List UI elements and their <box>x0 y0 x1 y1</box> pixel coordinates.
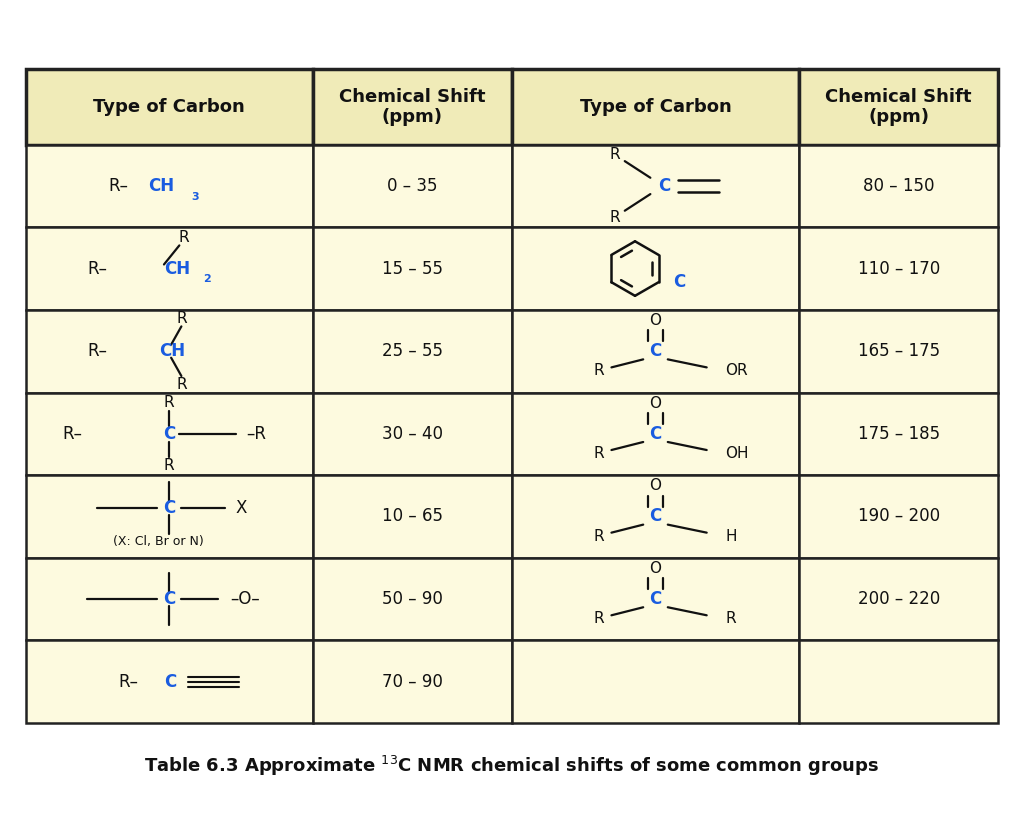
Bar <box>799 69 998 145</box>
Bar <box>312 310 512 392</box>
Bar <box>799 145 998 227</box>
Text: R–: R– <box>88 260 108 278</box>
Text: 3: 3 <box>191 192 200 202</box>
Bar <box>26 475 312 558</box>
Text: Chemical Shift
(ppm): Chemical Shift (ppm) <box>339 87 485 127</box>
Bar <box>312 227 512 310</box>
Text: C: C <box>163 499 175 517</box>
Bar <box>512 310 799 392</box>
Text: 110 – 170: 110 – 170 <box>857 260 940 278</box>
Text: 10 – 65: 10 – 65 <box>382 507 442 525</box>
Text: 2: 2 <box>203 275 211 284</box>
Text: R: R <box>164 458 174 472</box>
Text: 25 – 55: 25 – 55 <box>382 342 442 360</box>
Text: C: C <box>164 672 176 690</box>
Text: R: R <box>178 230 188 245</box>
Text: OR: OR <box>725 364 748 378</box>
Text: 0 – 35: 0 – 35 <box>387 177 437 195</box>
Bar <box>312 392 512 475</box>
Bar <box>512 558 799 641</box>
Bar <box>799 475 998 558</box>
Bar <box>799 227 998 310</box>
Bar <box>26 392 312 475</box>
Text: C: C <box>649 590 662 608</box>
Text: –O–: –O– <box>230 590 260 608</box>
Text: C: C <box>163 425 175 443</box>
Text: O: O <box>649 478 662 493</box>
Text: C: C <box>649 342 662 360</box>
Text: Chemical Shift
(ppm): Chemical Shift (ppm) <box>825 87 972 127</box>
Text: R: R <box>609 210 620 225</box>
Text: R: R <box>164 395 174 410</box>
Text: O: O <box>649 561 662 576</box>
Text: C: C <box>163 590 175 608</box>
Bar <box>512 69 799 145</box>
Bar <box>512 641 799 723</box>
Text: R: R <box>176 310 186 326</box>
Text: R–: R– <box>109 177 128 195</box>
Text: R: R <box>725 611 736 627</box>
Text: R–: R– <box>62 425 82 443</box>
Bar <box>799 310 998 392</box>
Bar <box>512 145 799 227</box>
Text: Type of Carbon: Type of Carbon <box>93 98 245 116</box>
Text: O: O <box>649 395 662 411</box>
Text: R: R <box>594 529 604 543</box>
Bar <box>312 475 512 558</box>
Bar <box>799 392 998 475</box>
Text: C: C <box>649 425 662 443</box>
Bar <box>312 69 512 145</box>
Text: R: R <box>594 446 604 461</box>
Text: R–: R– <box>88 342 108 360</box>
Text: O: O <box>649 313 662 328</box>
Bar <box>312 558 512 641</box>
Bar <box>26 641 312 723</box>
Text: R–: R– <box>119 672 138 690</box>
Text: 165 – 175: 165 – 175 <box>858 342 940 360</box>
Text: R: R <box>594 611 604 627</box>
Text: C: C <box>658 177 671 195</box>
Bar <box>26 310 312 392</box>
Text: Table 6.3 Approximate $^{13}$C NMR chemical shifts of some common groups: Table 6.3 Approximate $^{13}$C NMR chemi… <box>144 754 880 779</box>
Bar <box>26 227 312 310</box>
Text: C: C <box>649 507 662 525</box>
Bar <box>312 641 512 723</box>
Bar <box>26 145 312 227</box>
Bar <box>312 145 512 227</box>
Text: CH: CH <box>164 260 190 278</box>
Text: R: R <box>594 364 604 378</box>
Text: R: R <box>176 377 186 391</box>
Text: OH: OH <box>725 446 749 461</box>
Text: 200 – 220: 200 – 220 <box>857 590 940 608</box>
Bar <box>512 475 799 558</box>
Text: 80 – 150: 80 – 150 <box>863 177 935 195</box>
Text: 70 – 90: 70 – 90 <box>382 672 442 690</box>
Bar <box>799 641 998 723</box>
Bar <box>512 392 799 475</box>
Text: 175 – 185: 175 – 185 <box>858 425 940 443</box>
Text: CH: CH <box>148 177 175 195</box>
Bar <box>799 558 998 641</box>
Text: 50 – 90: 50 – 90 <box>382 590 442 608</box>
Text: X: X <box>236 499 247 517</box>
Text: Type of Carbon: Type of Carbon <box>580 98 731 116</box>
Text: 15 – 55: 15 – 55 <box>382 260 442 278</box>
Text: (X: Cl, Br or N): (X: Cl, Br or N) <box>114 535 204 547</box>
Bar <box>512 227 799 310</box>
Text: CH: CH <box>159 342 185 360</box>
Text: H: H <box>725 529 736 543</box>
Text: R: R <box>609 147 620 162</box>
Text: 190 – 200: 190 – 200 <box>858 507 940 525</box>
Bar <box>26 69 312 145</box>
Text: C: C <box>673 273 685 291</box>
Text: 30 – 40: 30 – 40 <box>382 425 442 443</box>
Text: –R: –R <box>246 425 266 443</box>
Bar <box>26 558 312 641</box>
